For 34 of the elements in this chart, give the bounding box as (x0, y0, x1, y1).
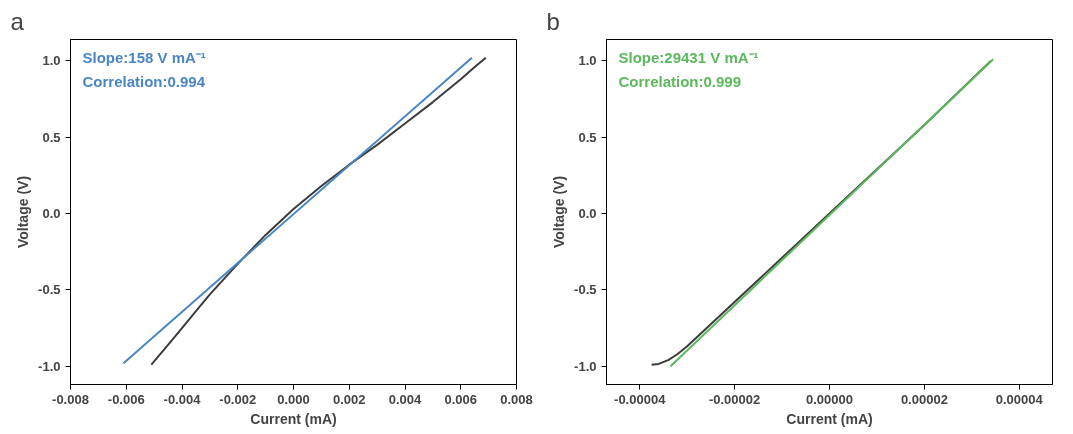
x-tick-label: 0.004 (388, 391, 423, 407)
x-tick-label: -0.00002 (708, 391, 761, 407)
x-tick-label: -0.008 (52, 391, 89, 407)
annotation: Slope:29431 V mA⁻¹ (618, 48, 759, 66)
y-tick-label: -1.0 (574, 358, 597, 374)
x-tick-label: 0.000 (277, 391, 310, 407)
chart-title: a (10, 7, 25, 35)
x-tick-label: -0.002 (219, 391, 257, 407)
x-tick-label: -0.004 (163, 391, 202, 407)
y-tick-label: -1.0 (38, 358, 61, 374)
x-tick-label: 0.00004 (995, 391, 1044, 407)
x-axis-title: Current (mA) (786, 410, 873, 427)
y-axis-title: Voltage (V) (551, 175, 568, 249)
x-axis-title: Current (mA) (250, 410, 337, 427)
y-tick-label: 0.0 (42, 206, 61, 222)
x-tick-label: 0.002 (332, 391, 366, 407)
x-tick-label: -0.006 (107, 391, 145, 407)
annotation: Correlation:0.994 (82, 72, 206, 90)
x-tick-label: -0.00004 (614, 391, 667, 407)
x-tick-label: 0.00000 (806, 391, 853, 407)
x-tick-label: 0.008 (500, 391, 533, 407)
y-tick-label: -0.5 (574, 282, 597, 298)
annotation: Slope:158 V mA⁻¹ (82, 48, 206, 66)
chart-title: b (546, 7, 560, 35)
y-tick-label: 0.5 (42, 129, 61, 145)
y-axis-title: Voltage (V) (15, 175, 32, 249)
y-tick-label: 1.0 (578, 53, 597, 69)
y-tick-label: 0.5 (578, 129, 597, 145)
y-tick-label: 1.0 (42, 53, 61, 69)
x-tick-label: 0.006 (444, 391, 478, 407)
y-tick-label: -0.5 (38, 282, 61, 298)
x-tick-label: 0.00002 (900, 391, 948, 407)
y-tick-label: 0.0 (578, 206, 597, 222)
annotation: Correlation:0.999 (618, 72, 742, 90)
